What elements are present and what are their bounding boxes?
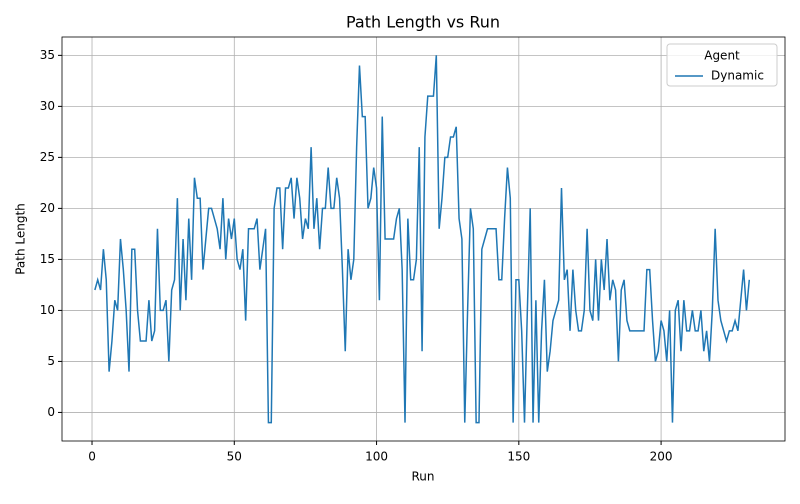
legend-label: Dynamic: [711, 69, 764, 83]
x-tick-label: 100: [365, 450, 388, 464]
x-tick-label: 150: [507, 450, 530, 464]
y-tick-label: 25: [40, 150, 55, 164]
x-tick-label: 50: [227, 450, 242, 464]
y-tick-label: 30: [40, 99, 55, 113]
x-tick-label: 200: [650, 450, 673, 464]
data-line: [94, 55, 751, 424]
y-tick-label: 5: [47, 354, 55, 368]
y-tick-label: 35: [40, 48, 55, 62]
y-tick-label: 20: [40, 201, 55, 215]
legend-title: Agent: [704, 49, 740, 63]
x-axis-label: Run: [411, 470, 434, 484]
y-axis-label: Path Length: [14, 203, 28, 275]
chart-title: Path Length vs Run: [346, 13, 500, 32]
x-tick-label: 0: [88, 450, 96, 464]
y-tick-label: 10: [40, 303, 55, 317]
y-tick-label: 15: [40, 252, 55, 266]
plot-frame: [61, 36, 786, 442]
y-tick-label: 0: [47, 405, 55, 419]
